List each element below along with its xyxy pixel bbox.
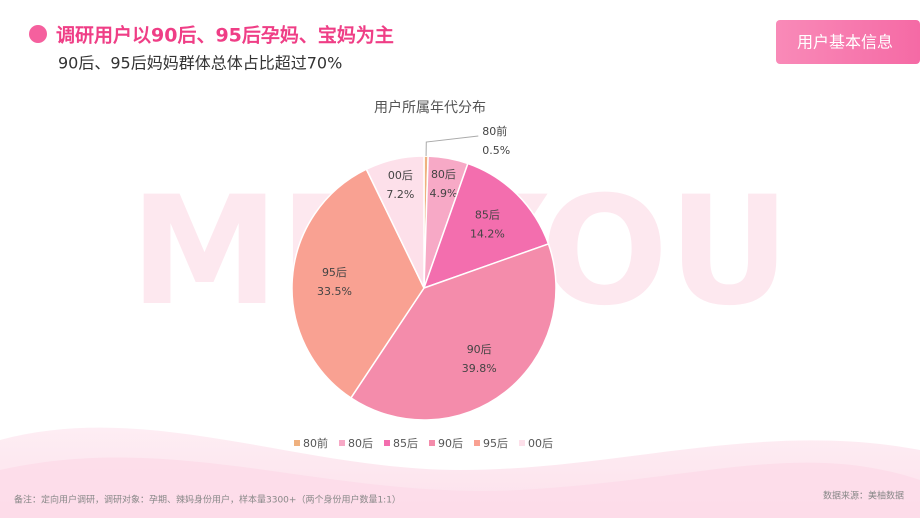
legend-swatch <box>339 440 345 446</box>
legend-label: 90后 <box>438 437 463 450</box>
pie-slice <box>422 162 550 290</box>
slide-title: 调研用户以90后、95后孕妈、宝妈为主 <box>56 24 394 47</box>
legend-swatch <box>384 440 390 446</box>
legend-swatch <box>429 440 435 446</box>
legend-label: 95后 <box>483 437 508 450</box>
badge <box>776 20 920 64</box>
bottom-wave <box>0 457 920 518</box>
data-label-value: 39.8% <box>462 362 497 375</box>
data-label-name: 80后 <box>431 168 456 181</box>
data-label-name: 00后 <box>388 169 413 182</box>
data-label-value: 33.5% <box>317 285 352 298</box>
legend-label: 85后 <box>393 437 418 450</box>
legend-swatch <box>519 440 525 446</box>
source: 数据来源：美柚数据 <box>823 490 904 502</box>
slide-subtitle: 90后、95后妈妈群体总体占比超过70% <box>58 54 342 73</box>
footnote: 备注：定向用户调研，调研对象：孕期、辣妈身份用户，样本量3300+（两个身份用户… <box>14 494 401 506</box>
legend-swatch <box>474 440 480 446</box>
legend-label: 80后 <box>348 437 373 450</box>
pie-slice <box>349 242 557 421</box>
data-label-name: 80前 <box>482 124 507 138</box>
data-label-value: 4.9% <box>429 187 457 200</box>
data-label-value: 7.2% <box>386 188 414 201</box>
legend-swatch <box>294 440 300 446</box>
legend-label: 80前 <box>303 436 328 450</box>
leader-line <box>425 135 479 157</box>
legend-label: 00后 <box>528 437 553 450</box>
badge-text: 用户基本信息 <box>797 33 893 52</box>
title-dot <box>29 25 47 43</box>
pie-slice <box>365 155 425 289</box>
data-label-name: 95后 <box>322 266 347 279</box>
data-label-value: 14.2% <box>470 227 505 240</box>
data-label-name: 85后 <box>475 208 500 221</box>
data-label-value: 0.5% <box>482 144 510 157</box>
pie-slice <box>291 168 425 399</box>
chart-title: 用户所属年代分布 <box>374 99 486 116</box>
data-label-name: 90后 <box>467 343 492 356</box>
